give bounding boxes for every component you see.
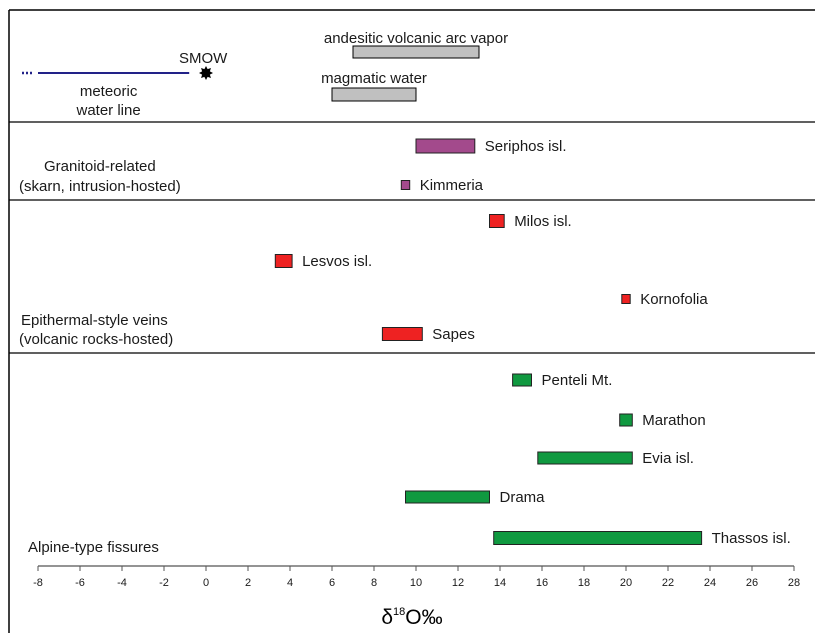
x-tick-label: 16: [536, 577, 548, 589]
x-tick-label: 10: [410, 577, 422, 589]
meteoric-label: meteoric: [80, 83, 138, 100]
x-axis-label-tail: O‰: [405, 606, 442, 629]
deposit-label: Seriphos isl.: [485, 138, 567, 155]
bars-layer: andesitic volcanic arc vapor magmatic wat…: [274, 30, 791, 547]
x-tick-label: 6: [329, 577, 335, 589]
x-tick-label: 14: [494, 577, 506, 589]
x-axis-label-sup: 18: [393, 606, 405, 618]
x-tick-label: 20: [620, 577, 632, 589]
reference-section: meteoric water line SMOW: [22, 50, 228, 119]
range-bar: [493, 531, 703, 545]
x-axis: -8 -6 -4 -2 0 2 4 6 8 10 12 14 16 18 20 22 24 26 28: [33, 565, 800, 589]
range-bar: [352, 45, 480, 59]
group-label: Granitoid-related: [44, 158, 156, 175]
x-tick-label: 4: [287, 577, 293, 589]
range-bar: [619, 413, 633, 427]
bar-label: andesitic volcanic arc vapor: [324, 30, 508, 47]
smow-marker-icon: [199, 66, 213, 80]
range-bar: [274, 254, 293, 268]
x-tick-label: 24: [704, 577, 716, 589]
deposit-label: Kimmeria: [420, 177, 484, 194]
deposit-label: Kornofolia: [640, 291, 708, 308]
group-label: (volcanic rocks-hosted): [19, 331, 173, 348]
x-tick-label: 8: [371, 577, 377, 589]
deposit-label: Marathon: [642, 412, 705, 429]
x-tick-label: -4: [117, 577, 127, 589]
x-tick-label: 18: [578, 577, 590, 589]
deposit-label: Evia isl.: [642, 450, 694, 467]
x-axis-label: δ18O‰: [381, 606, 442, 629]
x-tick-label: -2: [159, 577, 169, 589]
x-tick-label: 2: [245, 577, 251, 589]
range-bar: [537, 451, 633, 465]
deposit-label: Milos isl.: [514, 213, 572, 230]
group-label: Epithermal-style veins: [21, 312, 168, 329]
deposit-label: Penteli Mt.: [542, 372, 613, 389]
deposit-label: Lesvos isl.: [302, 253, 372, 270]
group-label: Alpine-type fissures: [28, 539, 159, 556]
meteoric-label: water line: [75, 102, 140, 119]
range-bar: [489, 214, 505, 228]
x-tick-label: 22: [662, 577, 674, 589]
x-tick-label: 28: [788, 577, 800, 589]
range-bar: [381, 327, 423, 341]
group-label: (skarn, intrusion-hosted): [19, 178, 181, 195]
range-bar: [400, 180, 411, 190]
deposit-label: Drama: [500, 489, 546, 506]
x-tick-label: 26: [746, 577, 758, 589]
x-tick-label: 0: [203, 577, 209, 589]
range-bar: [512, 373, 532, 387]
deposit-label: Sapes: [432, 326, 475, 343]
range-bar: [405, 490, 490, 504]
range-bar: [331, 87, 417, 102]
x-tick-label: -6: [75, 577, 85, 589]
bar-label: magmatic water: [321, 70, 427, 87]
smow-label: SMOW: [179, 50, 228, 67]
x-axis-label-main: δ: [381, 606, 393, 629]
x-tick-label: -8: [33, 577, 43, 589]
deposit-label: Thassos isl.: [712, 530, 791, 547]
range-bar: [621, 294, 631, 304]
range-bar: [415, 138, 476, 154]
x-tick-label: 12: [452, 577, 464, 589]
